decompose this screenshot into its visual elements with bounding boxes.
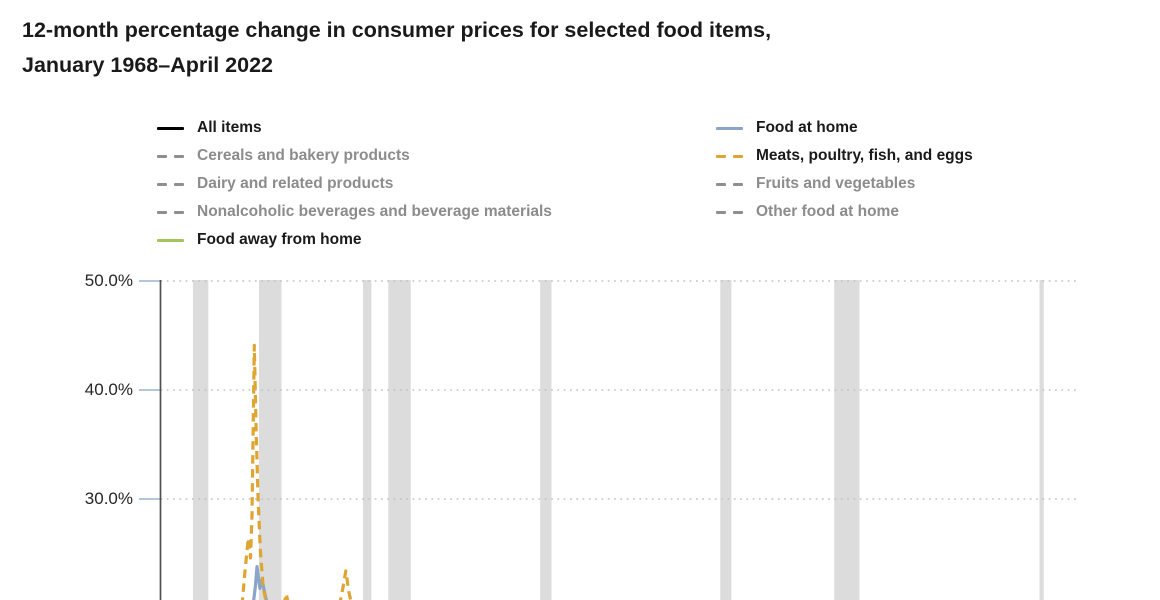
legend-item-food-away-from-home: Food away from home — [157, 226, 552, 254]
y-axis-tick-label: 40.0% — [84, 380, 133, 399]
series-line-meats-poultry-fish-and-eggs — [283, 592, 290, 600]
legend-solid-line-icon — [157, 126, 184, 130]
chart-title: 12-month percentage change in consumer p… — [22, 13, 771, 83]
legend-label: Dairy and related products — [197, 175, 394, 192]
recession-band — [540, 280, 552, 600]
recession-band — [388, 280, 411, 600]
chart-title-line2: January 1968–April 2022 — [22, 53, 273, 77]
legend-label: Fruits and vegetables — [756, 175, 916, 192]
legend-item-cereals-and-bakery-products: Cereals and bakery products — [157, 142, 552, 170]
y-axis-tick-label: 50.0% — [84, 271, 133, 290]
series-line-meats-poultry-fish-and-eggs — [240, 343, 268, 600]
series-line-meats-poultry-fish-and-eggs — [338, 569, 353, 600]
legend-label: All items — [197, 119, 262, 136]
legend-label: Meats, poultry, fish, and eggs — [756, 147, 973, 164]
legend-item-fruits-and-vegetables: Fruits and vegetables — [716, 170, 973, 198]
recession-band — [834, 280, 860, 600]
recession-band — [192, 280, 209, 600]
legend-dashed-line-icon — [716, 210, 743, 214]
legend-item-food-at-home: Food at home — [716, 114, 973, 142]
legend-label: Nonalcoholic beverages and beverage mate… — [197, 203, 552, 220]
recession-band — [363, 280, 372, 600]
recession-band — [720, 280, 732, 600]
legend-dashed-line-icon — [716, 154, 743, 158]
legend-dashed-line-icon — [716, 182, 743, 186]
legend-dashed-line-icon — [157, 182, 184, 186]
recession-band — [258, 280, 282, 600]
legend-solid-line-icon — [157, 238, 184, 242]
chart-title-line1: 12-month percentage change in consumer p… — [22, 18, 772, 42]
legend-column-left: All items Cereals and bakery products Dair… — [157, 114, 552, 254]
legend-label: Cereals and bakery products — [197, 147, 410, 164]
y-axis-tick-label: 30.0% — [84, 489, 133, 508]
legend-item-all-items: All items — [157, 114, 552, 142]
legend-dashed-line-icon — [157, 154, 184, 158]
legend-label: Other food at home — [756, 203, 899, 220]
legend-label: Food at home — [756, 119, 858, 136]
legend-dashed-line-icon — [157, 210, 184, 214]
legend-item-other-food-at-home: Other food at home — [716, 198, 973, 226]
legend-solid-line-icon — [716, 126, 743, 130]
legend-item-nonalcoholic-beverages-and-beverage-materials: Nonalcoholic beverages and beverage mate… — [157, 198, 552, 226]
legend-item-dairy-and-related-products: Dairy and related products — [157, 170, 552, 198]
recession-band — [1039, 280, 1044, 600]
legend-label: Food away from home — [197, 231, 362, 248]
legend-column-right: Food at home Meats, poultry, fish, and eg… — [716, 114, 973, 226]
legend-item-meats-poultry-fish-and-eggs: Meats, poultry, fish, and eggs — [716, 142, 973, 170]
